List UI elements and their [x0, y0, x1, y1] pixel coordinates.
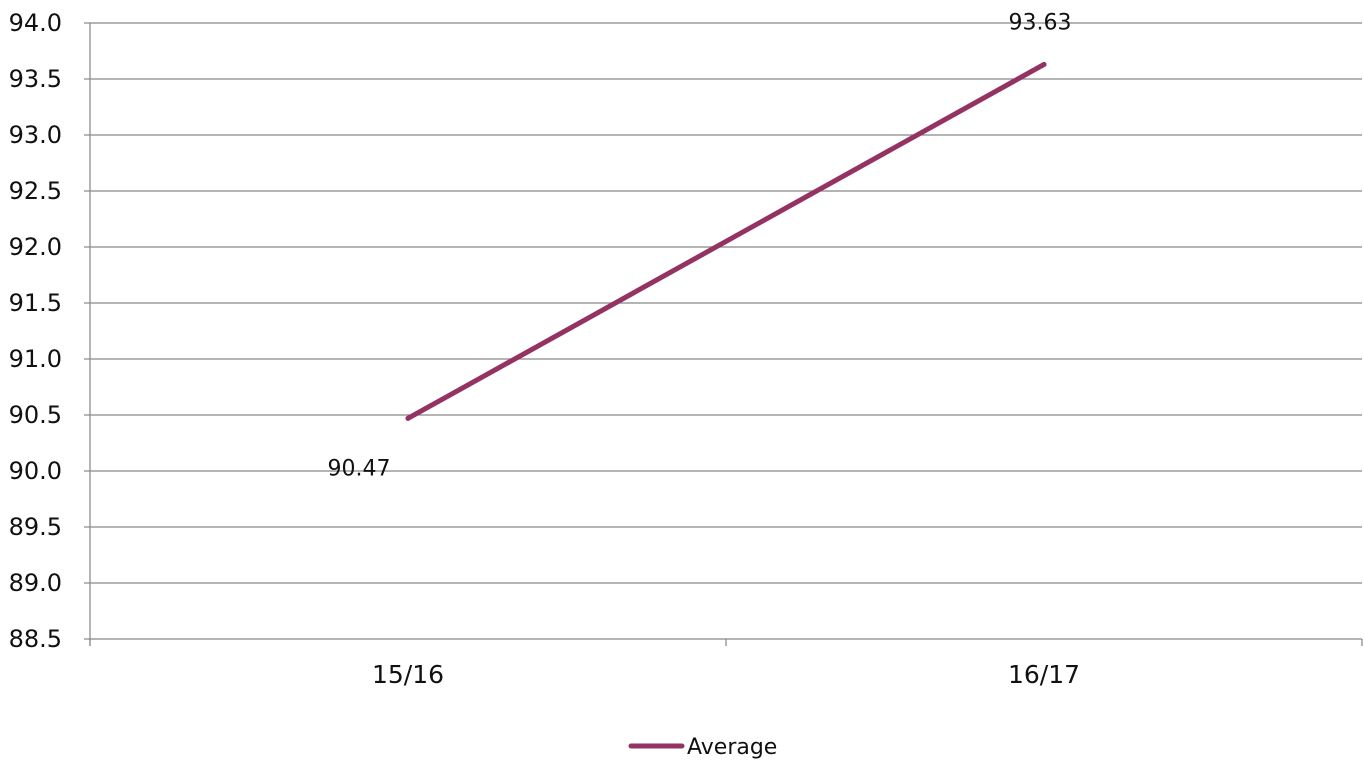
x-category-label: 15/16	[372, 660, 444, 689]
y-axis-tick-labels: 88.5 89.0 89.5 90.0 90.5 91.0 91.5 92.0 92.5 93.0…	[9, 9, 62, 653]
data-point	[405, 415, 411, 421]
gridlines	[90, 22, 1362, 640]
data-label: 90.47	[328, 456, 391, 481]
y-tick-label: 91.0	[9, 345, 62, 373]
legend: Average	[628, 735, 777, 760]
x-axis-category-labels: 15/16 16/17	[372, 660, 1080, 689]
y-tick-label: 90.0	[9, 457, 62, 485]
y-tick-label: 90.5	[9, 401, 62, 429]
y-tick-label: 91.5	[9, 289, 62, 317]
y-tick-label: 89.0	[9, 569, 62, 597]
series-lines	[405, 61, 1047, 421]
y-tick-label: 93.0	[9, 121, 62, 149]
y-tick-label: 94.0	[9, 9, 62, 37]
y-tick-label: 93.5	[9, 65, 62, 93]
y-tick-label: 88.5	[9, 625, 62, 653]
x-category-label: 16/17	[1008, 660, 1080, 689]
data-labels: 90.47 93.63	[328, 10, 1072, 481]
legend-label: Average	[687, 735, 777, 760]
y-tick-label: 92.0	[9, 233, 62, 261]
y-tick-label: 92.5	[9, 177, 62, 205]
y-tick-label: 89.5	[9, 513, 62, 541]
series-line-average	[405, 61, 1047, 421]
data-point	[1041, 61, 1047, 67]
axes	[84, 22, 1363, 646]
data-label: 93.63	[1009, 10, 1072, 35]
